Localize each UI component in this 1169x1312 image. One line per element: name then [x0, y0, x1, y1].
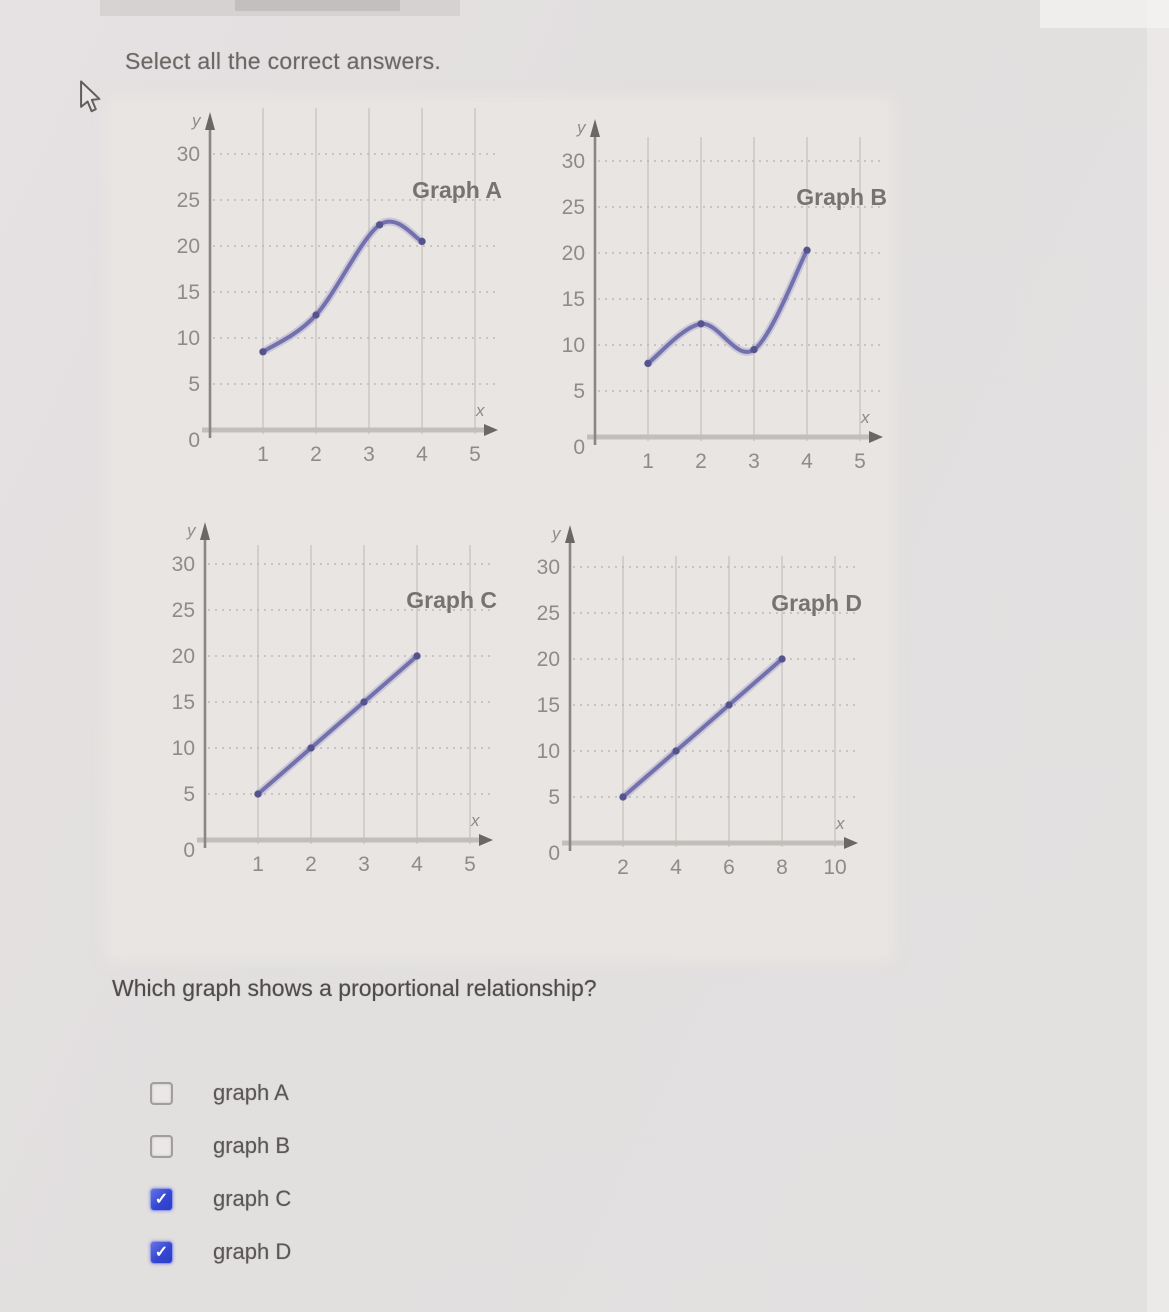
svg-text:x: x	[860, 408, 870, 427]
page-title: Select all the correct answers.	[125, 48, 442, 74]
svg-text:8: 8	[776, 856, 788, 879]
svg-text:Graph A: Graph A	[412, 177, 502, 203]
svg-text:Graph D: Graph D	[771, 590, 862, 616]
svg-text:y: y	[551, 524, 562, 543]
svg-text:25: 25	[537, 602, 560, 625]
svg-text:4: 4	[416, 443, 428, 466]
graph-c-chart: x y 5 10 15 20 25 30 0 1 2 3 4 5 Graph C	[119, 498, 549, 908]
svg-text:x: x	[475, 401, 485, 420]
graph-d-checkbox[interactable]: ✓	[150, 1240, 173, 1264]
svg-text:5: 5	[464, 853, 476, 876]
graph-b-label: graph B	[213, 1133, 291, 1158]
graph-a-label: graph A	[213, 1080, 289, 1105]
graph-d-chart: x y 5 10 15 20 25 30 0 2 4 6 8 10 Graph D	[484, 501, 914, 911]
right-edge-light-strip	[1147, 0, 1169, 1312]
graph-b-checkbox[interactable]	[150, 1134, 173, 1158]
svg-text:3: 3	[748, 450, 760, 473]
svg-text:0: 0	[573, 436, 585, 459]
svg-text:Graph C: Graph C	[406, 587, 497, 613]
svg-text:5: 5	[573, 380, 585, 403]
svg-text:2: 2	[305, 853, 317, 876]
graph-c-label: graph C	[213, 1186, 292, 1211]
svg-text:6: 6	[723, 856, 735, 879]
option-row-graph-b[interactable]: graph B	[150, 1133, 291, 1159]
svg-text:10: 10	[172, 737, 195, 760]
svg-text:10: 10	[562, 334, 585, 357]
svg-text:30: 30	[562, 150, 585, 173]
graph-a-chart: x y 5 10 15 20 25 30 0 1 2 3 4 5 Graph A	[124, 88, 554, 498]
svg-text:y: y	[576, 118, 587, 137]
svg-text:10: 10	[177, 327, 200, 350]
svg-text:y: y	[191, 111, 202, 130]
graph-d-label: graph D	[213, 1239, 292, 1264]
top-right-light-patch	[1040, 0, 1169, 28]
svg-text:Graph B: Graph B	[796, 184, 887, 210]
svg-text:15: 15	[172, 691, 195, 714]
svg-text:15: 15	[177, 281, 200, 304]
option-row-graph-d[interactable]: ✓ graph D	[150, 1239, 291, 1265]
svg-text:0: 0	[188, 429, 200, 452]
graph-b-chart: x y 5 10 15 20 25 30 0 1 2 3 4 5 Graph B	[509, 95, 939, 505]
svg-text:2: 2	[695, 450, 707, 473]
svg-text:4: 4	[801, 450, 813, 473]
svg-text:2: 2	[617, 856, 629, 879]
svg-text:3: 3	[358, 853, 370, 876]
svg-text:1: 1	[252, 853, 264, 876]
svg-text:y: y	[186, 521, 197, 540]
graph-a-checkbox[interactable]	[150, 1081, 173, 1105]
svg-text:20: 20	[537, 648, 560, 671]
svg-text:5: 5	[188, 373, 200, 396]
svg-text:10: 10	[537, 740, 560, 763]
svg-text:3: 3	[363, 443, 375, 466]
svg-text:5: 5	[548, 786, 560, 809]
svg-text:5: 5	[469, 443, 481, 466]
svg-text:5: 5	[183, 783, 195, 806]
option-row-graph-a[interactable]: graph A	[150, 1080, 291, 1106]
svg-text:4: 4	[411, 853, 423, 876]
svg-text:4: 4	[670, 856, 682, 879]
svg-text:1: 1	[257, 443, 269, 466]
svg-text:20: 20	[177, 235, 200, 258]
svg-text:25: 25	[172, 599, 195, 622]
answer-options: graph A graph B ✓ graph C ✓ graph D	[150, 1080, 291, 1292]
graph-c-checkbox[interactable]: ✓	[150, 1187, 173, 1211]
svg-text:0: 0	[548, 842, 560, 865]
svg-text:30: 30	[537, 556, 560, 579]
svg-text:30: 30	[177, 143, 200, 166]
svg-text:15: 15	[537, 694, 560, 717]
svg-text:15: 15	[562, 288, 585, 311]
top-smudge	[100, 0, 460, 16]
svg-text:20: 20	[562, 242, 585, 265]
svg-text:25: 25	[562, 196, 585, 219]
svg-text:20: 20	[172, 645, 195, 668]
svg-text:1: 1	[642, 450, 654, 473]
svg-text:x: x	[470, 811, 480, 830]
mouse-cursor-icon	[80, 80, 101, 113]
svg-text:2: 2	[310, 443, 322, 466]
svg-text:25: 25	[177, 189, 200, 212]
svg-text:30: 30	[172, 553, 195, 576]
svg-text:10: 10	[823, 856, 846, 879]
svg-text:0: 0	[183, 839, 195, 862]
svg-text:x: x	[835, 814, 845, 833]
svg-text:5: 5	[854, 450, 866, 473]
question-text: Which graph shows a proportional relatio…	[112, 975, 597, 1001]
top-smudge-dark	[235, 0, 400, 11]
option-row-graph-c[interactable]: ✓ graph C	[150, 1186, 291, 1212]
graphs-panel	[112, 102, 888, 956]
